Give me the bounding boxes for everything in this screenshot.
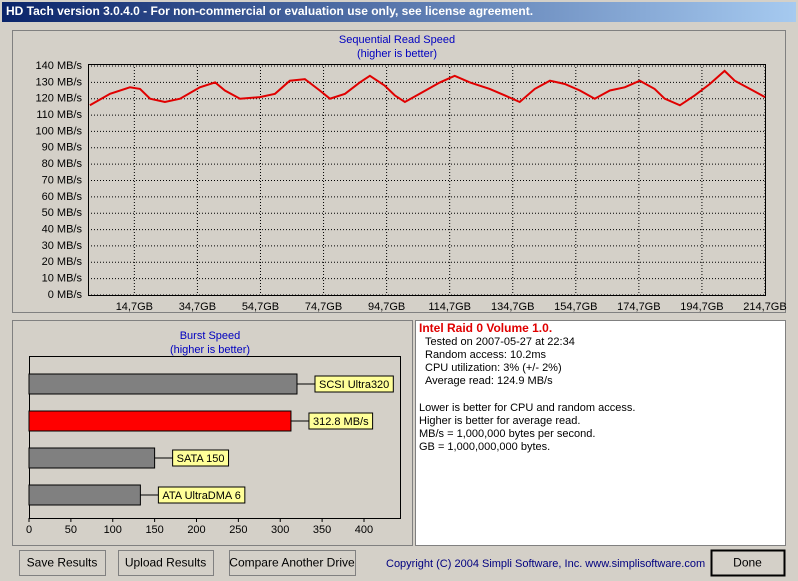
button-label[interactable]: Upload Results [125,556,206,570]
y-tick-label: 60 MB/s [42,191,83,203]
y-tick-label: 140 MB/s [36,60,83,72]
info-note: Higher is better for average read. [419,415,580,427]
chart-subtitle: (higher is better) [357,48,437,60]
copyright: Copyright (C) 2004 Simpli Software, Inc.… [386,558,705,570]
bar-label: SCSI Ultra320 [319,379,389,391]
bar-label: 312.8 MB/s [313,416,369,428]
burst-panel [12,320,413,546]
y-tick-label: 70 MB/s [42,174,83,186]
y-tick-label: 50 MB/s [42,207,83,219]
drive-name: Intel Raid 0 Volume 1.0. [419,321,552,335]
button[interactable] [710,549,786,577]
button[interactable] [118,550,214,576]
x-tick-label: 350 [313,524,331,536]
chart-subtitle: (higher is better) [170,344,250,356]
chart-title: Sequential Read Speed [339,34,455,46]
y-tick-label: 30 MB/s [42,240,83,252]
x-tick-label: 14,7GB [116,301,153,313]
y-tick-label: 40 MB/s [42,223,83,235]
x-tick-label: 200 [187,524,205,536]
info-detail: Random access: 10.2ms [425,349,547,361]
title-bar [2,2,796,22]
x-tick-label: 34,7GB [179,301,216,313]
info-note: GB = 1,000,000,000 bytes. [419,441,550,453]
x-tick-label: 400 [355,524,373,536]
y-tick-label: 110 MB/s [36,109,82,121]
x-tick-label: 300 [271,524,289,536]
bar [28,484,141,506]
bar [28,447,156,469]
chart-title: Burst Speed [180,330,241,342]
x-tick-label: 214,7GB [743,301,786,313]
x-tick-label: 54,7GB [242,301,279,313]
info-detail: Average read: 124.9 MB/s [425,375,553,387]
info-note: Lower is better for CPU and random acces… [419,402,635,414]
info-detail: CPU utilization: 3% (+/- 2%) [425,362,562,374]
x-tick-label: 0 [26,524,32,536]
x-tick-label: 114,7GB [428,301,471,313]
info-detail: Tested on 2007-05-27 at 22:34 [425,336,575,348]
y-tick-label: 130 MB/s [36,76,83,88]
button[interactable] [19,550,106,576]
info-panel [415,320,786,546]
x-tick-label: 94,7GB [368,301,405,313]
y-tick-label: 10 MB/s [42,273,83,285]
info-note: MB/s = 1,000,000 bytes per second. [419,428,595,440]
button-label[interactable]: Compare Another Drive [229,556,355,570]
x-tick-label: 250 [229,524,247,536]
read-line [89,69,766,107]
bar-label: ATA UltraDMA 6 [162,490,240,502]
x-tick-label: 150 [145,524,163,536]
y-tick-label: 20 MB/s [42,256,83,268]
bar-label: SATA 150 [177,453,225,465]
window-title: HD Tach version 3.0.4.0 - For non-commer… [6,4,533,18]
x-tick-label: 194,7GB [680,301,723,313]
y-tick-label: 90 MB/s [42,142,83,154]
x-tick-label: 50 [65,524,77,536]
button-label[interactable]: Done [733,556,762,570]
x-tick-label: 154,7GB [554,301,597,313]
read-panel [12,30,786,313]
bar [28,373,298,395]
button-label[interactable]: Save Results [27,556,98,570]
y-tick-label: 0 MB/s [48,289,83,301]
y-tick-label: 120 MB/s [36,93,83,105]
bar [28,410,292,432]
burst-plot-frame [29,356,401,519]
x-tick-label: 134,7GB [491,301,534,313]
y-tick-label: 80 MB/s [42,158,83,170]
x-tick-label: 100 [104,524,122,536]
y-tick-label: 100 MB/s [36,125,83,137]
x-tick-label: 174,7GB [617,301,660,313]
button[interactable] [229,550,356,576]
x-tick-label: 74,7GB [305,301,342,313]
